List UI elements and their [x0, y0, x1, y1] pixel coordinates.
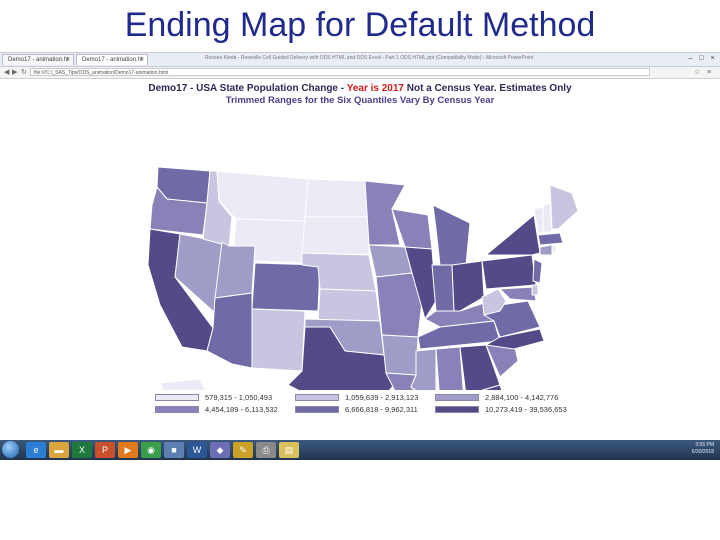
- state-arizona[interactable]: [206, 292, 253, 369]
- state-arkansas[interactable]: [381, 334, 419, 376]
- browser-tab-1[interactable]: Demo17 - animation.ht ×: [2, 54, 74, 65]
- tab-label: Demo17 - animation.ht: [8, 57, 69, 63]
- close-tab-icon[interactable]: ×: [66, 57, 70, 63]
- state-mississippi[interactable]: [410, 348, 437, 390]
- state-new-mexico[interactable]: [251, 308, 306, 372]
- taskbar-app-folder-icon[interactable]: ▬: [49, 442, 69, 458]
- windows-taskbar: 3:06 PM 6/30/2018 e ▬ X P ▶ ◉ ■ W ◆ ✎ ⎙ ▤: [0, 440, 720, 460]
- state-south-dakota[interactable]: [301, 216, 370, 256]
- state-delaware[interactable]: [531, 284, 539, 296]
- state-minnesota[interactable]: [364, 180, 406, 246]
- url-input[interactable]: file:///C:/_SAS_Tips/ODS_animation/Demo1…: [30, 68, 650, 76]
- back-icon[interactable]: ◀: [4, 69, 10, 76]
- close-window-icon[interactable]: ×: [710, 55, 715, 62]
- window-title: Roxane Kieda - Roseville Cell Guided Del…: [205, 55, 534, 61]
- heading-part: Not a Census Year. Estimates Only: [403, 83, 572, 94]
- maximize-icon[interactable]: □: [699, 55, 704, 62]
- taskbar-app-media-icon[interactable]: ▶: [118, 442, 138, 458]
- legend-item: 2,884,100 - 4,142,776: [435, 393, 575, 402]
- legend-swatch: [435, 406, 479, 413]
- clock-date: 6/30/2018: [691, 449, 714, 455]
- state-texas[interactable]: [287, 326, 395, 390]
- state-new-hampshire[interactable]: [542, 202, 553, 234]
- state-north-dakota[interactable]: [304, 178, 369, 218]
- legend-label: 2,884,100 - 4,142,776: [485, 393, 559, 402]
- legend-swatch: [155, 406, 199, 413]
- legend-label: 6,666,818 - 9,962,311: [345, 405, 418, 414]
- reload-icon[interactable]: ↻: [21, 69, 27, 76]
- map-subheading: Trimmed Ranges for the Six Quantiles Var…: [225, 95, 495, 106]
- state-alaska[interactable]: [159, 378, 230, 390]
- state-colorado[interactable]: [251, 262, 321, 312]
- state-pennsylvania[interactable]: [481, 254, 537, 290]
- taskbar-app-program-icon[interactable]: ■: [164, 442, 184, 458]
- state-missouri[interactable]: [375, 272, 423, 338]
- state-tennessee[interactable]: [417, 320, 501, 350]
- legend-swatch: [155, 394, 199, 401]
- state-ohio[interactable]: [451, 260, 485, 312]
- browser-tab-2[interactable]: Demo17 - animation.ht ×: [76, 54, 148, 65]
- minimize-icon[interactable]: –: [688, 55, 693, 62]
- state-montana[interactable]: [216, 170, 309, 222]
- start-button[interactable]: [2, 441, 19, 458]
- taskbar-app-powerpoint-icon[interactable]: P: [95, 442, 115, 458]
- usa-state-map: [147, 166, 579, 390]
- state-west-virginia[interactable]: [481, 288, 507, 316]
- slide-title: Ending Map for Default Method: [124, 6, 596, 44]
- close-tab-icon[interactable]: ×: [140, 57, 144, 63]
- clock-time: 3:06 PM: [695, 442, 714, 448]
- legend-item: 4,454,189 - 6,113,532: [155, 405, 295, 414]
- heading-part: Demo17 - USA State Population Change -: [148, 83, 347, 94]
- map-legend: 579,315 - 1,050,493 1,059,639 - 2,913,12…: [155, 393, 575, 419]
- legend-item: 1,059,639 - 2,913,123: [295, 393, 435, 402]
- taskbar-app-excel-icon[interactable]: X: [72, 442, 92, 458]
- taskbar-app-tool-icon[interactable]: ✎: [233, 442, 253, 458]
- state-new-york[interactable]: [485, 214, 541, 256]
- browser-window: Demo17 - animation.ht × Demo17 - animati…: [0, 52, 720, 461]
- state-florida[interactable]: [440, 384, 518, 390]
- state-alabama[interactable]: [435, 346, 464, 390]
- state-utah[interactable]: [214, 241, 256, 299]
- taskbar-app-app-icon[interactable]: ◆: [210, 442, 230, 458]
- legend-swatch: [295, 394, 339, 401]
- menu-icon[interactable]: ≡: [707, 69, 712, 76]
- address-bar: ◀ ▶ ↻ file:///C:/_SAS_Tips/ODS_animation…: [0, 67, 720, 79]
- legend-swatch: [295, 406, 339, 413]
- tab-label: Demo17 - animation.ht: [82, 57, 143, 63]
- state-maryland[interactable]: [499, 286, 537, 302]
- browser-titlebar: Demo17 - animation.ht × Demo17 - animati…: [0, 53, 720, 67]
- legend-label: 10,273,419 - 39,536,653: [485, 405, 567, 414]
- legend-item: 10,273,419 - 39,536,653: [435, 405, 575, 414]
- map-heading: Demo17 - USA State Population Change - Y…: [0, 83, 720, 94]
- legend-label: 1,059,639 - 2,913,123: [345, 393, 419, 402]
- state-michigan[interactable]: [432, 204, 471, 266]
- state-indiana[interactable]: [431, 264, 455, 312]
- taskbar-app-ie-icon[interactable]: e: [26, 442, 46, 458]
- state-massachusetts[interactable]: [537, 232, 564, 246]
- legend-label: 4,454,189 - 6,113,532: [205, 405, 278, 414]
- state-illinois[interactable]: [404, 246, 437, 320]
- taskbar-app-notes-icon[interactable]: ▤: [279, 442, 299, 458]
- legend-item: 6,666,818 - 9,962,311: [295, 405, 435, 414]
- legend-item: 579,315 - 1,050,493: [155, 393, 295, 402]
- taskbar-app-printer-icon[interactable]: ⎙: [256, 442, 276, 458]
- legend-swatch: [435, 394, 479, 401]
- state-maine[interactable]: [549, 184, 579, 230]
- heading-year: Year is 2017: [346, 83, 404, 94]
- forward-icon[interactable]: ▶: [12, 69, 18, 76]
- state-new-jersey[interactable]: [532, 258, 543, 284]
- state-kansas[interactable]: [317, 288, 381, 324]
- state-rhode-island[interactable]: [551, 244, 557, 254]
- legend-label: 579,315 - 1,050,493: [205, 393, 273, 402]
- taskbar-clock[interactable]: 3:06 PM 6/30/2018: [692, 442, 714, 456]
- taskbar-app-chrome-icon[interactable]: ◉: [141, 442, 161, 458]
- state-connecticut[interactable]: [539, 244, 553, 256]
- state-north-carolina[interactable]: [485, 328, 545, 350]
- star-icon[interactable]: ☆: [694, 69, 701, 76]
- taskbar-app-word-icon[interactable]: W: [187, 442, 207, 458]
